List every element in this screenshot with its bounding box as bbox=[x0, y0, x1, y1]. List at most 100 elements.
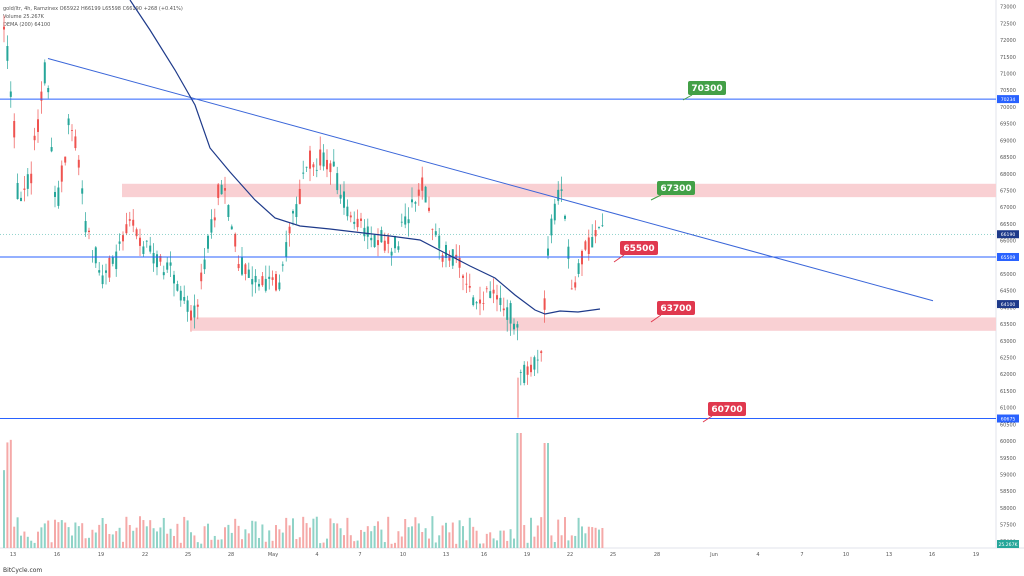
volume-bar bbox=[9, 439, 12, 548]
volume-bar bbox=[94, 532, 97, 548]
candle-body bbox=[77, 159, 80, 168]
y-tick-label: 59500 bbox=[1000, 456, 1016, 462]
price-tag-text: 66190 bbox=[1001, 232, 1016, 238]
volume-bar bbox=[417, 523, 420, 548]
candle-body bbox=[227, 205, 230, 218]
candle-body bbox=[581, 250, 583, 265]
volume-bar bbox=[363, 531, 366, 548]
volume-bar bbox=[492, 538, 495, 548]
candle-body bbox=[468, 285, 471, 288]
candle-body bbox=[285, 242, 288, 258]
volume-bar bbox=[268, 530, 271, 548]
volume-bar bbox=[224, 527, 226, 548]
price-tag bbox=[997, 300, 1019, 309]
volume-bar bbox=[132, 530, 135, 548]
volume-bar bbox=[332, 523, 335, 548]
candle-body bbox=[411, 199, 413, 203]
volume-bar bbox=[13, 526, 16, 548]
volume-bar bbox=[84, 538, 87, 548]
volume-bar bbox=[462, 526, 464, 548]
volume-bar bbox=[251, 520, 254, 548]
volume-bar bbox=[438, 535, 441, 548]
candle-body bbox=[482, 303, 485, 304]
volume-bar bbox=[421, 532, 424, 548]
candle-body bbox=[584, 241, 587, 250]
candle-body bbox=[292, 211, 294, 214]
volume-bar bbox=[207, 523, 209, 548]
candle-body bbox=[261, 276, 264, 286]
candle-body bbox=[472, 297, 475, 306]
volume-bar bbox=[271, 540, 274, 548]
candle-body bbox=[132, 219, 135, 226]
candle-body bbox=[302, 172, 305, 174]
candle-body bbox=[438, 235, 441, 249]
volume-bar bbox=[220, 539, 223, 548]
volume-bar bbox=[322, 542, 325, 548]
candle-body bbox=[234, 233, 237, 247]
candle-body bbox=[502, 308, 505, 311]
volume-bar bbox=[387, 516, 390, 548]
callout-box bbox=[657, 181, 695, 195]
x-tick-label: 19 bbox=[973, 552, 979, 558]
candle-body bbox=[319, 149, 322, 166]
candle-body bbox=[373, 234, 376, 248]
volume-bar bbox=[81, 523, 84, 548]
candle-body bbox=[281, 264, 284, 266]
volume-bar bbox=[468, 517, 471, 548]
candle-body bbox=[179, 290, 182, 301]
y-tick-label: 63000 bbox=[1000, 339, 1016, 345]
candle-body bbox=[16, 182, 19, 200]
candle-body bbox=[71, 130, 73, 131]
volume-bar bbox=[247, 533, 250, 548]
candle-body bbox=[43, 62, 46, 84]
volume-bar bbox=[601, 527, 604, 548]
volume-bar bbox=[77, 526, 80, 548]
volume-bar bbox=[553, 542, 556, 548]
chart-legend: gold/ltr, 4h, Ramzinex O65922 H66199 L65… bbox=[3, 5, 183, 29]
volume-bar bbox=[383, 542, 386, 548]
volume-bar bbox=[343, 535, 345, 548]
price-tag bbox=[997, 252, 1019, 261]
volume-bar bbox=[482, 543, 485, 548]
y-tick-label: 73000 bbox=[1000, 5, 1016, 11]
candle-body bbox=[343, 191, 345, 208]
x-tick-label: 22 bbox=[142, 552, 148, 558]
candle-body bbox=[271, 277, 274, 280]
candle-body bbox=[122, 235, 124, 242]
volume-bar bbox=[547, 443, 549, 548]
volume-bar bbox=[319, 543, 322, 548]
candle-body bbox=[441, 255, 444, 262]
x-tick-label: 13 bbox=[443, 552, 449, 558]
volume-bar bbox=[598, 529, 600, 548]
volume-bar bbox=[105, 523, 107, 548]
y-tick-label: 67000 bbox=[1000, 205, 1016, 211]
candle-body bbox=[237, 263, 240, 269]
candle-body bbox=[298, 188, 301, 204]
volume-bar bbox=[329, 518, 332, 548]
candle-body bbox=[47, 88, 50, 93]
callout-label: 65500 bbox=[623, 244, 654, 254]
volume-bar bbox=[156, 531, 158, 548]
volume-bar bbox=[339, 528, 342, 548]
callout-label: 63700 bbox=[660, 304, 691, 314]
x-tick-label: 7 bbox=[358, 552, 361, 558]
volume-bar bbox=[67, 527, 70, 548]
x-tick-label: 4 bbox=[756, 552, 759, 558]
candle-body bbox=[40, 91, 43, 101]
volume-bar bbox=[424, 528, 427, 548]
volume-bar bbox=[587, 526, 590, 548]
candle-body bbox=[462, 275, 464, 278]
volume-bar bbox=[346, 517, 349, 548]
volume-bar bbox=[60, 520, 63, 548]
volume-bar bbox=[145, 526, 148, 548]
y-tick-label: 62500 bbox=[1000, 356, 1016, 362]
candle-body bbox=[125, 224, 128, 234]
candle-body bbox=[404, 216, 407, 225]
candle-body bbox=[434, 231, 437, 236]
callout-label: 60700 bbox=[711, 405, 742, 415]
volume-bar bbox=[298, 537, 301, 548]
volume-bar bbox=[326, 538, 328, 548]
y-tick-label: 65000 bbox=[1000, 272, 1016, 278]
volume-bar bbox=[380, 529, 383, 548]
